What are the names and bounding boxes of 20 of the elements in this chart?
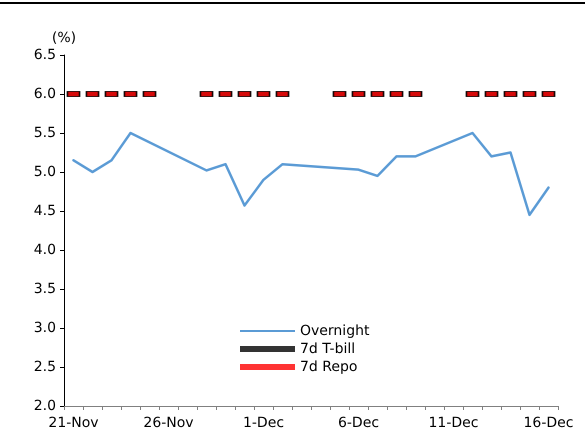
x-tick-label: 11-Dec <box>428 415 478 431</box>
x-tick-label: 16-Dec <box>524 415 574 431</box>
x-tick-label: 6-Dec <box>338 415 380 431</box>
y-tick-label: 4.0 <box>34 242 56 258</box>
x-tick-label: 21-Nov <box>48 415 99 431</box>
y-axis-title: (%) <box>52 30 76 46</box>
y-tick-label: 3.0 <box>34 320 56 336</box>
x-tick-label: 26-Nov <box>143 415 194 431</box>
y-tick-label: 5.0 <box>34 164 56 180</box>
y-tick-label: 6.5 <box>34 47 56 63</box>
legend-label: Overnight <box>300 323 370 339</box>
legend-label: 7d T-bill <box>300 341 356 357</box>
y-tick-label: 2.5 <box>34 359 56 375</box>
x-tick-label: 1-Dec <box>242 415 284 431</box>
y-tick-label: 6.0 <box>34 86 56 102</box>
legend-label: 7d Repo <box>300 359 358 375</box>
y-tick-label: 3.5 <box>34 281 56 297</box>
y-tick-label: 5.5 <box>34 125 56 141</box>
y-tick-label: 4.5 <box>34 203 56 219</box>
y-tick-label: 2.0 <box>34 398 56 414</box>
